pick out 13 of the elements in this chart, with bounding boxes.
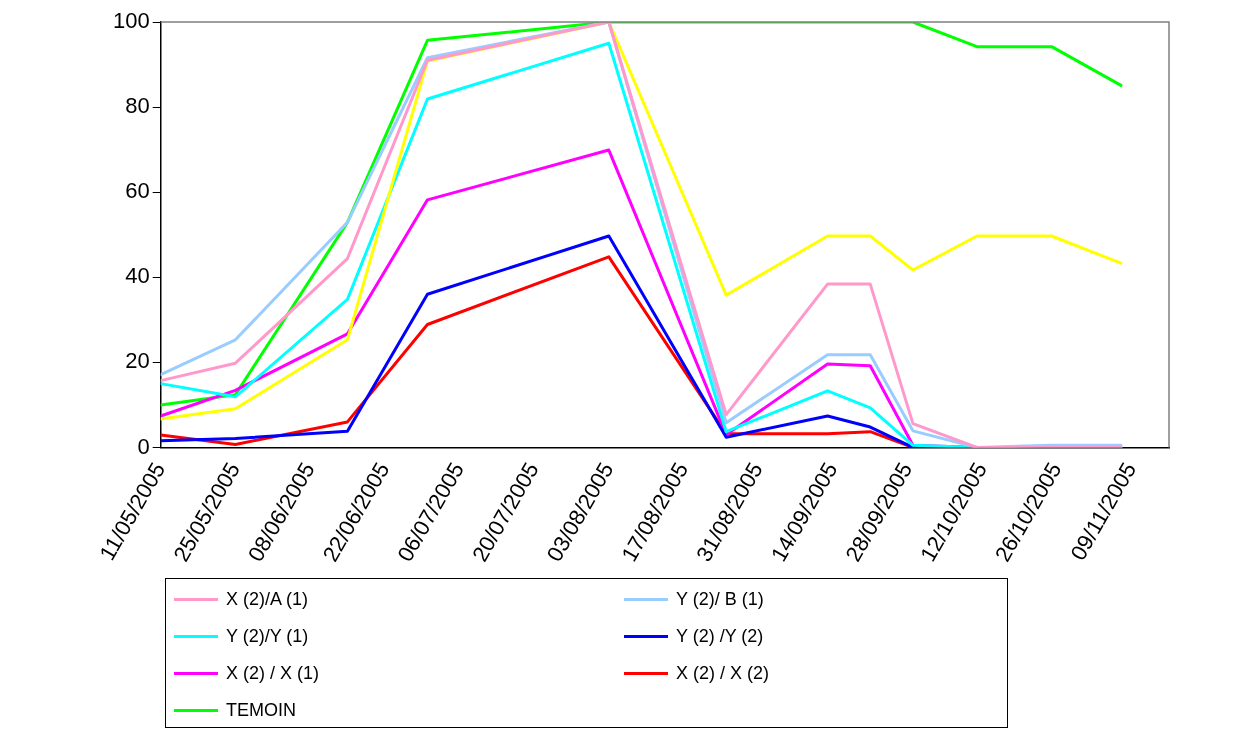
y-tick-label: 0 [137,433,150,459]
legend-label: X (2) / X (1) [226,663,320,684]
y-tick-label: 20 [125,348,150,374]
legend-label: TEMOIN [226,700,296,721]
legend-label: Y (2)/Y (1) [226,626,309,647]
legend-label: X (2)/A (1) [226,589,309,610]
legend-label: Y (2)/ B (1) [676,589,764,610]
y-tick-label: 60 [125,178,150,204]
y-tick-label: 80 [125,93,150,119]
y-tick-label: 100 [112,8,150,34]
legend-label: X (2) / X (2) [676,663,770,684]
y-tick-label: 40 [125,263,150,289]
legend-label: Y (2) /Y (2) [676,626,764,647]
